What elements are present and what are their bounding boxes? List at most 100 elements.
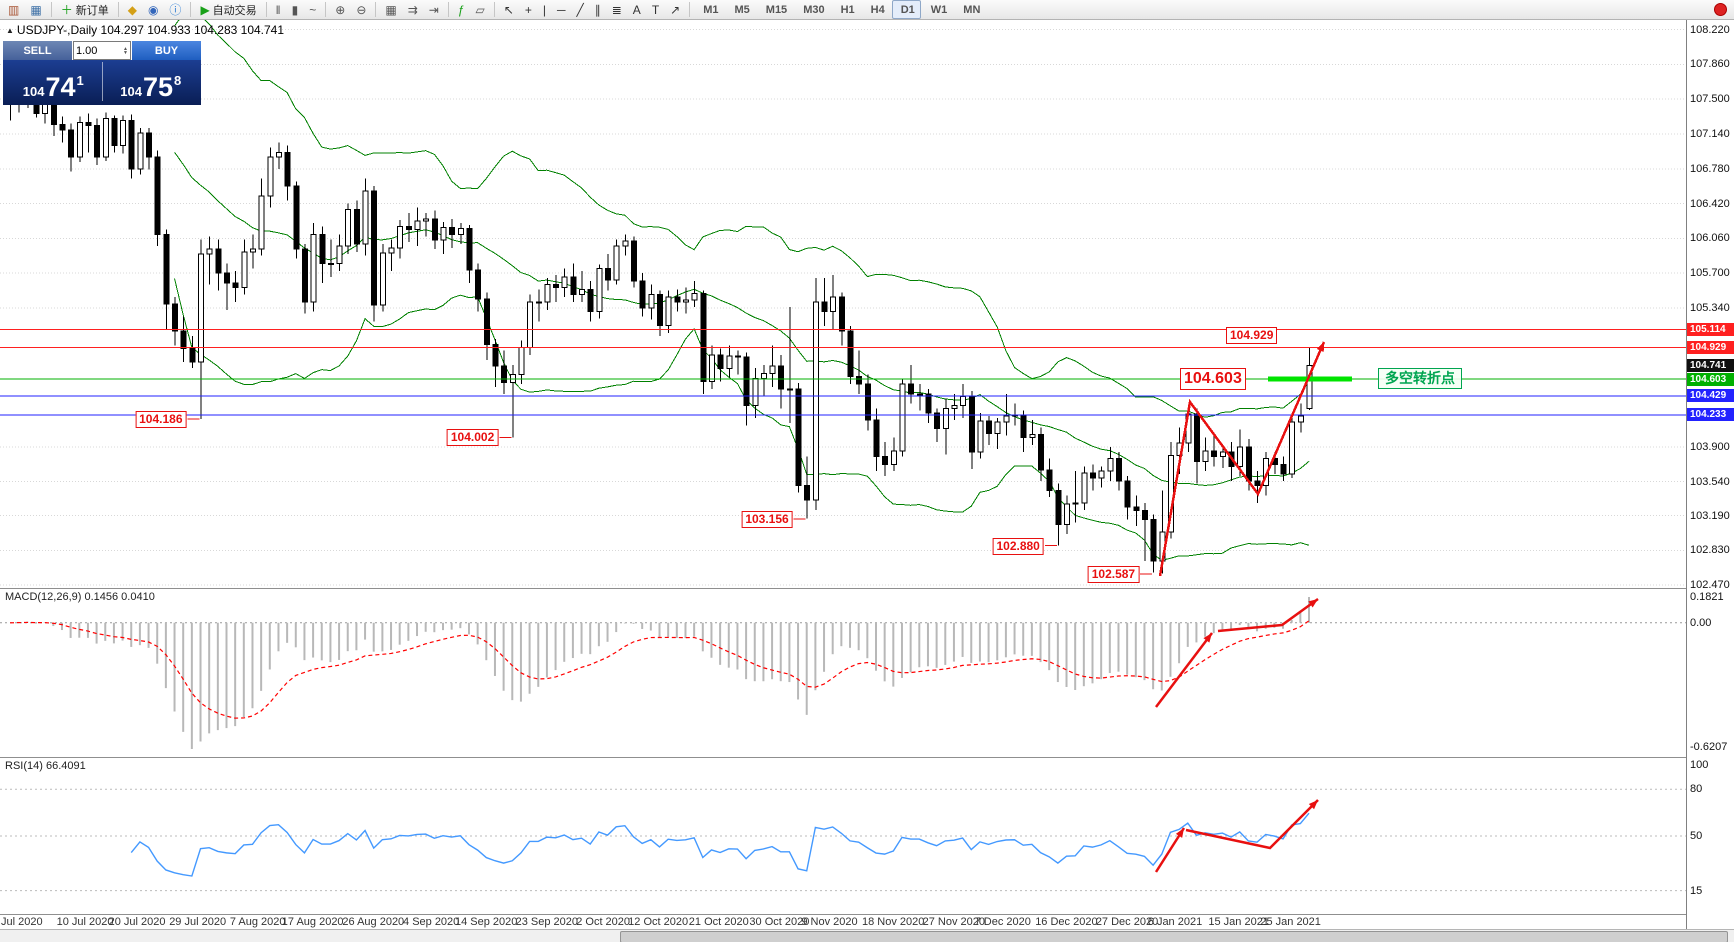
price-tick-label: 108.220 (1690, 23, 1730, 36)
templates-icon[interactable]: ▱ (471, 0, 490, 19)
price-callout-label[interactable]: 104.186 (135, 410, 187, 428)
timeframe-d1-button-label: D1 (900, 3, 915, 16)
turning-point-label[interactable]: 多空转折点 (1378, 368, 1462, 390)
zoom-in-icon[interactable]: ⊕ (330, 0, 350, 19)
price-callout-label[interactable]: 104.002 (446, 429, 499, 447)
date-label: 25 Jan 2021 (1260, 916, 1321, 928)
candle-body (353, 208, 360, 245)
candle-body (172, 303, 179, 332)
candle-body (942, 407, 949, 430)
timeframe-h1-button[interactable]: H1 (832, 0, 861, 19)
timeframe-h4-button[interactable]: H4 (862, 0, 891, 19)
date-label: 12 Oct 2020 (628, 916, 689, 928)
price-callout-label[interactable]: 102.587 (1087, 565, 1140, 583)
notification-icon[interactable] (1714, 3, 1727, 16)
indicators-icon[interactable]: ƒ (453, 0, 470, 19)
buy-button[interactable]: BUY (132, 41, 201, 60)
auto-scroll-icon[interactable]: ⇉ (403, 0, 423, 19)
horizontal-line-icon[interactable]: ─ (552, 0, 571, 19)
chart-bars-icon[interactable]: ‖ (271, 0, 286, 19)
macd-canvas[interactable] (0, 589, 1686, 757)
candle-body (275, 151, 282, 158)
candle-body (1280, 463, 1287, 475)
price-callout-label[interactable]: 103.156 (741, 510, 793, 528)
toolbar-separator (493, 2, 495, 17)
rsi-scale-label: 15 (1690, 884, 1703, 897)
vertical-line-icon[interactable]: | (538, 0, 551, 19)
autotrade-button[interactable]: ▶ 自动交易 (195, 0, 261, 19)
candle-body (994, 421, 1001, 434)
candle-body (327, 262, 334, 265)
favorites-icon[interactable]: ◆ (123, 0, 142, 19)
buy-price[interactable]: 104 75 8 (105, 72, 198, 102)
price-tag: 104.429 (1687, 389, 1734, 403)
rsi-scale-label: 50 (1690, 830, 1703, 842)
tile-windows-icon[interactable]: ▦ (380, 0, 401, 19)
candle-body (258, 195, 265, 250)
sell-price-prefix: 104 (22, 84, 45, 99)
candle-body (388, 247, 395, 254)
price-tick-label: 102.470 (1690, 579, 1730, 592)
profiles-icon[interactable]: ▦ (25, 0, 46, 19)
timeframe-d1-button[interactable]: D1 (891, 0, 921, 19)
price-callout-label[interactable]: 104.929 (1226, 326, 1278, 344)
price-tick-label: 107.140 (1690, 127, 1730, 140)
chart-line-icon[interactable]: ~ (304, 0, 321, 19)
candle-body (1046, 469, 1053, 491)
timeframe-m15-button[interactable]: M15 (757, 0, 793, 19)
date-label: 21 Oct 2020 (688, 916, 749, 928)
candle-body (544, 284, 551, 303)
date-label: 2 Oct 2020 (576, 916, 631, 928)
macd-scale-label: -0.6207 (1690, 741, 1728, 753)
rsi-canvas[interactable] (0, 758, 1686, 914)
candle-body (804, 485, 811, 501)
timeframe-h1-button-label: H1 (840, 3, 855, 16)
zoom-out-icon[interactable]: ⊖ (351, 0, 371, 19)
market-watch-icon[interactable]: ◉ (143, 0, 163, 19)
candle-body (501, 365, 508, 383)
panel-separator[interactable] (0, 588, 1734, 589)
scrollbar-thumb[interactable] (620, 931, 1728, 942)
buy-price-big: 75 (142, 72, 173, 102)
price-tick-label: 106.420 (1690, 197, 1730, 210)
trendline-icon[interactable]: ╱ (572, 0, 589, 19)
candle-body (561, 276, 568, 289)
candle-body (1245, 446, 1252, 482)
timeframe-m30-button[interactable]: M30 (794, 0, 830, 19)
sell-price[interactable]: 104 74 1 (7, 73, 100, 101)
candle-body (371, 190, 378, 306)
candle-body (1133, 506, 1140, 512)
candle-body (180, 330, 187, 349)
volume-input[interactable]: 1.00 ▲ ▼ (73, 41, 131, 60)
new-chart-icon[interactable]: ▥ (3, 0, 24, 19)
price-chart-canvas[interactable] (0, 20, 1686, 588)
chart-candles-icon[interactable]: ▮ (287, 0, 304, 19)
volume-spinner[interactable]: ▲ ▼ (123, 45, 128, 56)
price-callout-label[interactable]: 102.880 (992, 537, 1044, 555)
fibonacci-icon[interactable]: ≣ (607, 0, 627, 19)
collapse-triangle-icon[interactable]: ▲ (6, 26, 14, 35)
channel-icon[interactable]: ∥ (590, 0, 606, 19)
text-icon[interactable]: A (628, 0, 646, 19)
price-callout-label[interactable]: 104.603 (1180, 368, 1246, 391)
chart-shift-icon[interactable]: ⇥ (424, 0, 444, 19)
new-order-button[interactable]: ＋新订单 (56, 0, 114, 19)
label-icon[interactable]: T (647, 0, 664, 19)
timeframe-m1-button[interactable]: M1 (694, 0, 724, 19)
horizontal-scrollbar[interactable] (0, 929, 1734, 942)
date-label: 27 Dec 2020 (1095, 916, 1159, 928)
sell-button[interactable]: SELL (3, 41, 72, 60)
info-icon[interactable]: ⓘ (164, 0, 186, 19)
timeframe-m5-button[interactable]: M5 (726, 0, 756, 19)
cursor-icon[interactable]: ↖ (499, 0, 519, 19)
crosshair-icon[interactable]: + (520, 0, 537, 19)
panel-separator[interactable] (0, 757, 1734, 758)
candle-body (873, 419, 880, 458)
date-label: 15 Jan 2021 (1208, 916, 1269, 928)
timeframe-mn-button[interactable]: MN (954, 0, 986, 19)
candle-body (449, 227, 456, 235)
candle-body (657, 293, 663, 326)
timeframe-w1-button[interactable]: W1 (922, 0, 954, 19)
arrows-icon[interactable]: ↗ (665, 0, 685, 19)
